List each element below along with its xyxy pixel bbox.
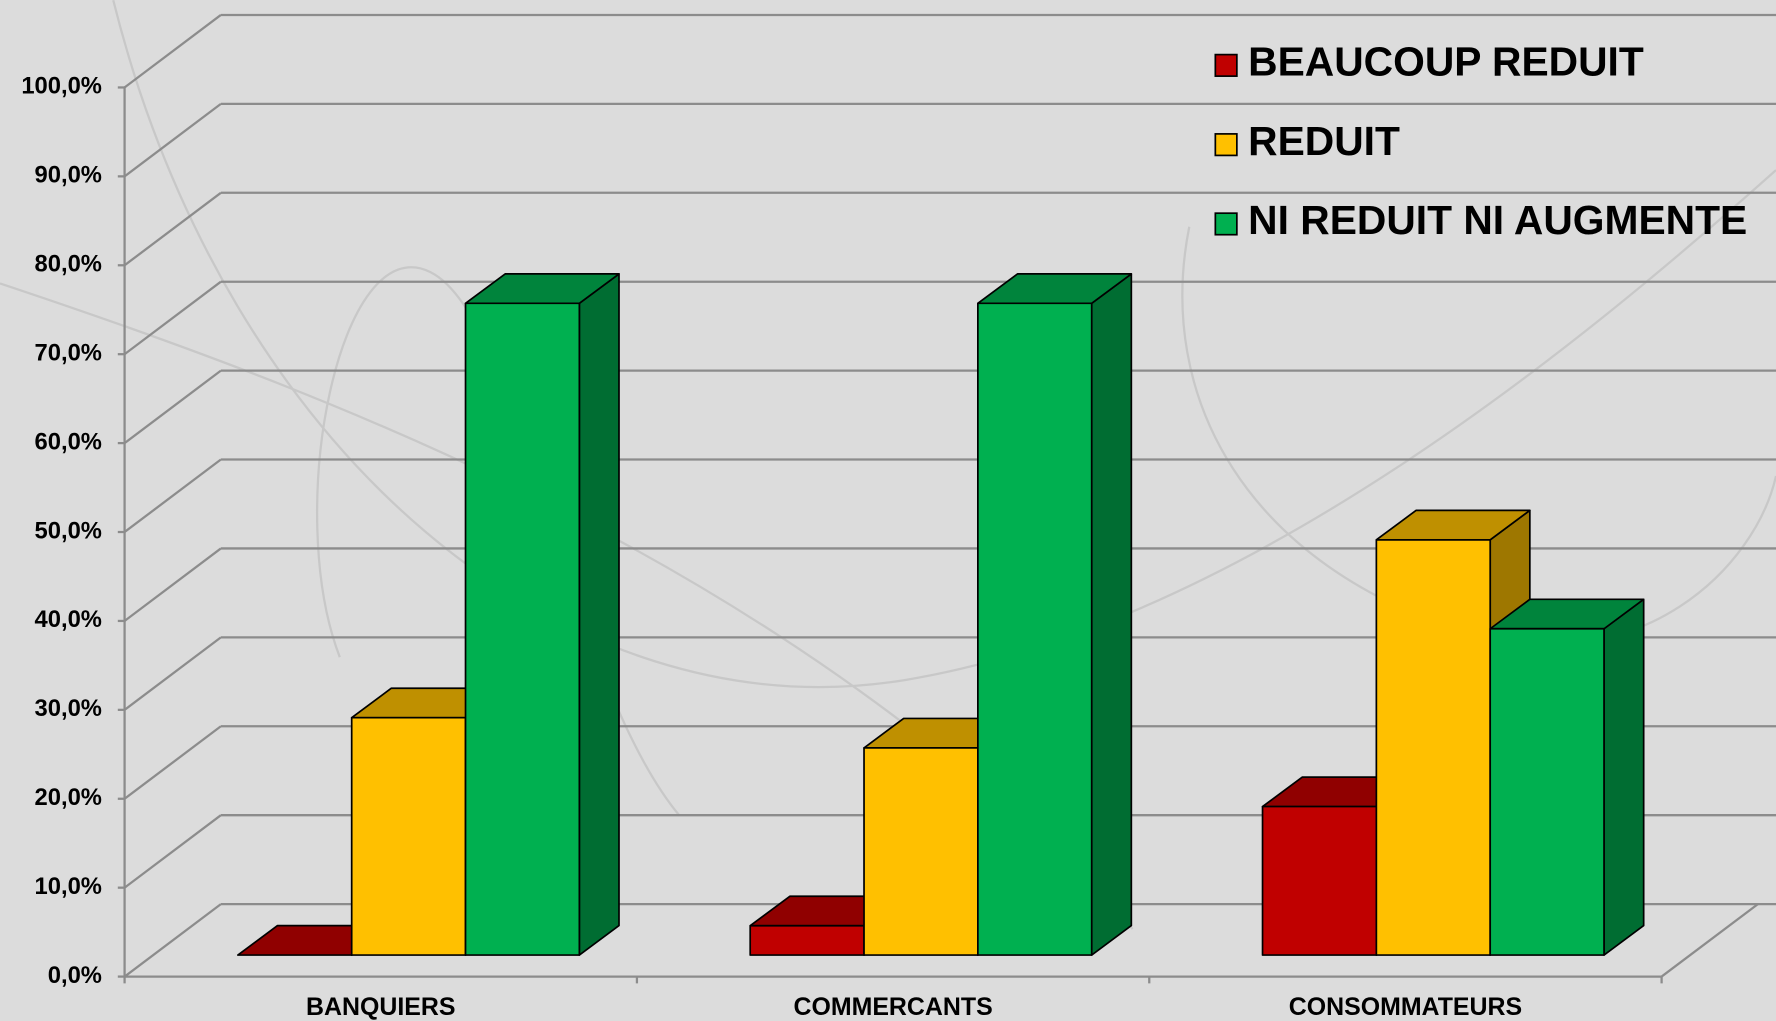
- grid-line-side: [123, 725, 222, 800]
- bar-front: [1489, 627, 1605, 956]
- y-tick-label: 10,0%: [35, 873, 102, 900]
- y-tick-label: 20,0%: [35, 784, 102, 811]
- bar-front: [977, 302, 1093, 956]
- bar-front: [749, 924, 865, 956]
- bar-front: [1261, 805, 1378, 956]
- y-tick-label: 100,0%: [21, 73, 102, 100]
- bar-front: [350, 716, 467, 956]
- bar: [464, 273, 620, 956]
- grid-line-side: [123, 369, 222, 445]
- x-tick-label: CONSOMMATEURS: [1289, 993, 1522, 1021]
- grid-line-side: [123, 14, 222, 89]
- legend-label: BEAUCOUP REDUIT: [1248, 39, 1644, 85]
- y-tick-label: 50,0%: [35, 517, 102, 544]
- grid-line-side: [123, 458, 222, 533]
- grid-line-side: [123, 547, 222, 622]
- legend-swatch: [1214, 53, 1238, 77]
- bar-front: [464, 302, 581, 956]
- bar-side: [578, 273, 620, 956]
- legend-label: REDUIT: [1248, 118, 1400, 164]
- y-tick-label: 30,0%: [35, 695, 102, 722]
- legend-swatch: [1214, 212, 1238, 236]
- y-tick-label: 60,0%: [35, 428, 102, 455]
- grid-line-side: [123, 191, 222, 267]
- y-tick-label: 40,0%: [35, 606, 102, 633]
- y-tick-label: 80,0%: [35, 251, 102, 278]
- legend-label: NI REDUIT NI AUGMENTE: [1248, 197, 1747, 243]
- bar-side: [1603, 598, 1645, 956]
- bar-side: [1090, 273, 1133, 956]
- grid-line-side: [123, 814, 222, 889]
- bar: [977, 273, 1133, 956]
- bar-front: [863, 747, 979, 956]
- floor-edge: [1660, 903, 1759, 978]
- grid-line-side: [123, 102, 222, 178]
- y-tick-label: 0,0%: [48, 962, 102, 989]
- grid-line-side: [123, 636, 222, 711]
- y-tick-label: 90,0%: [35, 162, 102, 189]
- y-tick-label: 70,0%: [35, 339, 102, 366]
- bar: [1489, 598, 1645, 956]
- legend-swatch: [1214, 133, 1238, 157]
- x-tick-label: COMMERCANTS: [793, 993, 992, 1021]
- grid-line-side: [123, 903, 222, 978]
- grid-line-side: [123, 280, 222, 356]
- x-tick-label: BANQUIERS: [306, 993, 455, 1021]
- bar-front: [1375, 538, 1492, 956]
